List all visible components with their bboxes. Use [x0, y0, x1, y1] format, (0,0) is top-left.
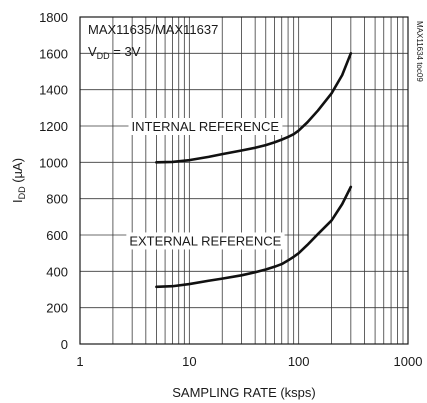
annotation-supply-sub: DD	[97, 51, 110, 61]
figure-id: MAX11634 toc09	[415, 21, 424, 82]
y-tick-label: 0	[61, 337, 68, 352]
series-line-external	[155, 185, 353, 289]
annotation-supply-main: V	[88, 44, 97, 59]
y-axis-label-unit: (µA)	[10, 158, 25, 186]
annotation-device: MAX11635/MAX11637	[88, 22, 218, 37]
x-tick-label: 1000	[394, 354, 423, 369]
y-tick-label: 600	[46, 228, 68, 243]
y-tick-label: 1600	[39, 46, 68, 61]
y-tick-label: 800	[46, 192, 68, 207]
x-axis-label: SAMPLING RATE (ksps)	[172, 385, 316, 400]
x-tick-labels: 1 10 100 1000	[76, 354, 422, 369]
y-tick-labels: 0 200 400 600 800 1000 1200 1400 1600 1800	[39, 10, 68, 352]
y-tick-label: 1000	[39, 155, 68, 170]
series-label-external: EXTERNAL REFERENCE	[129, 233, 281, 248]
x-tick-label: 10	[182, 354, 196, 369]
y-axis-label-sub: DD	[17, 186, 27, 199]
y-axis-label: IDD (µA)	[10, 158, 27, 203]
annotation-supply: VDD = 3V	[88, 44, 141, 61]
x-tick-label: 1	[76, 354, 83, 369]
y-tick-label: 200	[46, 301, 68, 316]
annotation-supply-rest: = 3V	[110, 44, 141, 59]
y-tick-label: 1400	[39, 83, 68, 98]
y-axis-label-main: I	[10, 199, 25, 203]
series-label-internal: INTERNAL REFERENCE	[132, 119, 280, 134]
series-label-background-internal	[128, 118, 283, 135]
series-label-background-external	[126, 232, 285, 250]
y-tick-label: 400	[46, 264, 68, 279]
plot-frame	[79, 16, 409, 345]
series-group	[155, 52, 353, 289]
grid	[80, 16, 408, 345]
y-tick-label: 1200	[39, 119, 68, 134]
x-tick-label: 100	[288, 354, 310, 369]
series-line-internal	[155, 52, 353, 164]
y-tick-label: 1800	[39, 10, 68, 25]
